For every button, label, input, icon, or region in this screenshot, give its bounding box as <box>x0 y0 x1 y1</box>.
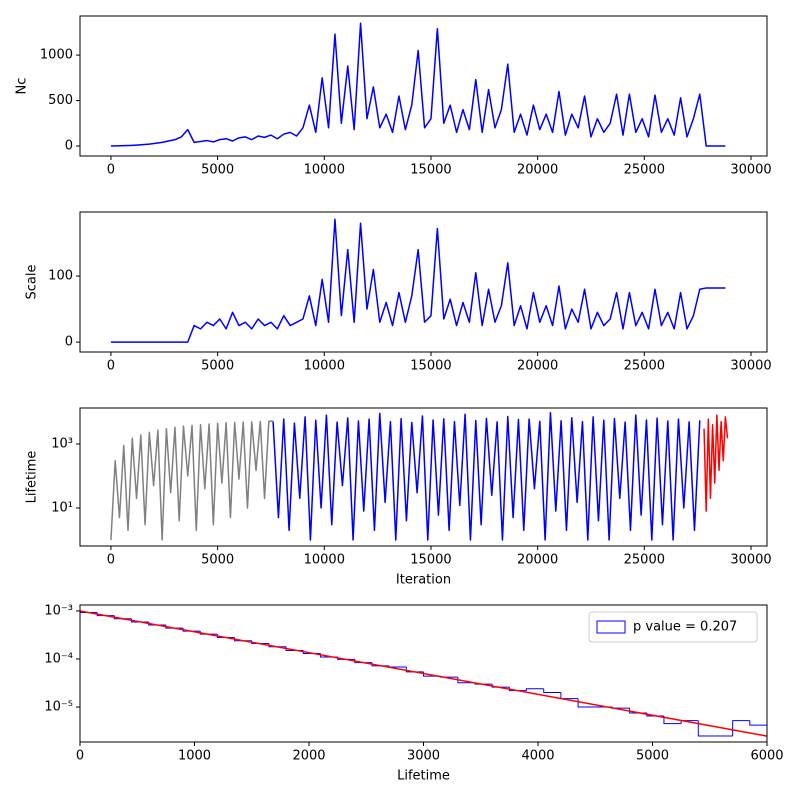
histogram-bin <box>663 716 682 725</box>
x-tick-label: 20000 <box>517 163 558 178</box>
y-tick-label: 0 <box>65 335 73 350</box>
x-tick-label: 5000 <box>636 749 669 764</box>
x-tick-label: 25000 <box>624 553 665 568</box>
histogram-bin <box>526 688 544 691</box>
y-tick-label: 10⁻³ <box>44 603 73 618</box>
plot-area <box>110 411 729 541</box>
x-axis-label: Iteration <box>396 573 451 588</box>
x-tick-label: 15000 <box>410 359 451 374</box>
histogram-bin <box>732 720 750 736</box>
x-tick-label: 10000 <box>304 359 345 374</box>
x-tick-label: 30000 <box>730 359 771 374</box>
x-tick-label: 1000 <box>178 749 211 764</box>
x-tick-label: 5000 <box>201 359 234 374</box>
y-tick-label: 500 <box>48 93 73 108</box>
x-tick-label: 5000 <box>201 163 234 178</box>
histogram-bin <box>543 688 561 694</box>
x-tick-label: 25000 <box>624 163 665 178</box>
x-tick-label: 5000 <box>201 553 234 568</box>
histogram-bin <box>388 665 407 668</box>
x-axis-label: Lifetime <box>397 769 450 784</box>
y-tick-label: 0 <box>65 139 73 154</box>
legend-box <box>588 611 758 643</box>
x-tick-label: 2000 <box>292 749 325 764</box>
axes-frame <box>79 15 768 157</box>
histogram-bin <box>491 684 510 688</box>
series-line <box>272 411 701 541</box>
histogram-bin <box>749 720 767 742</box>
x-tick-label: 20000 <box>517 553 558 568</box>
x-tick-label: 0 <box>107 163 115 178</box>
x-tick-label: 6000 <box>750 749 783 764</box>
x-tick-label: 25000 <box>624 359 665 374</box>
histogram-bin <box>560 692 579 700</box>
plot-area <box>110 218 726 343</box>
y-tick-label: 100 <box>48 269 73 284</box>
y-tick-label: 10⁻⁵ <box>44 700 73 715</box>
series-line <box>703 414 729 512</box>
histogram-bin <box>457 677 476 684</box>
y-axis-label: Nc <box>15 78 30 95</box>
histogram-bin <box>80 611 98 742</box>
legend-label: p value = 0.207 <box>633 620 737 635</box>
y-tick-label: 10³ <box>51 436 73 451</box>
x-tick-label: 0 <box>76 749 84 764</box>
x-tick-label: 10000 <box>304 553 345 568</box>
legend-swatch <box>596 620 626 634</box>
x-tick-label: 20000 <box>517 359 558 374</box>
fit-line <box>80 610 767 737</box>
axes-frame <box>79 211 768 353</box>
x-tick-label: 0 <box>107 359 115 374</box>
series-line <box>110 420 274 541</box>
x-tick-label: 15000 <box>410 553 451 568</box>
y-tick-label: 1000 <box>40 48 73 63</box>
plot-area <box>110 22 726 147</box>
y-axis-label: Scale <box>25 265 40 300</box>
x-tick-label: 4000 <box>521 749 554 764</box>
histogram-bin <box>697 720 716 737</box>
series-line <box>110 218 726 343</box>
series-line <box>110 22 726 147</box>
y-tick-label: 10¹ <box>51 500 73 515</box>
x-tick-label: 0 <box>107 553 115 568</box>
x-tick-label: 30000 <box>730 553 771 568</box>
x-tick-label: 10000 <box>304 163 345 178</box>
x-tick-label: 3000 <box>407 749 440 764</box>
x-tick-label: 15000 <box>410 163 451 178</box>
axes-frame <box>79 604 768 743</box>
x-tick-label: 30000 <box>730 163 771 178</box>
axes-frame <box>79 407 768 547</box>
y-axis-label: Lifetime <box>25 451 40 504</box>
plot-area <box>80 610 767 742</box>
y-tick-label: 10⁻⁴ <box>44 651 73 666</box>
